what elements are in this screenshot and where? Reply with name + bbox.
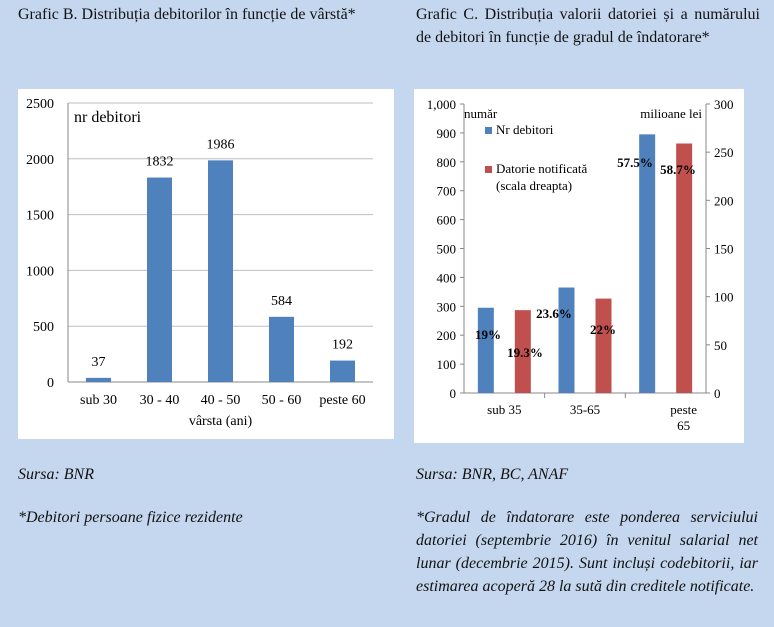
chart-b-caption: Grafic B. Distribuția debitorilor în fun… [18, 6, 356, 23]
chart-b-footnote: *Debitori persoane fizice rezidente [18, 509, 243, 526]
legend-swatch-datorie [485, 166, 492, 173]
percent-label-nr-debitori: 57.5% [617, 155, 653, 170]
chart-c-caption: Grafic C. Distribuția valorii datoriei ș… [416, 6, 760, 46]
chart-c-source: Sursa: BNR, BC, ANAF [416, 466, 569, 483]
y-tick-label-right: 0 [714, 386, 721, 401]
percent-label-nr-debitori: 23.6% [536, 306, 572, 321]
y-tick-label: 0 [47, 376, 54, 391]
left-axis-title: număr [464, 106, 498, 121]
bar [147, 177, 172, 382]
y-tick-label: 500 [33, 320, 54, 335]
x-tick-label: peste [670, 402, 697, 417]
y-tick-label: 1000 [26, 264, 54, 279]
y-tick-label-left: 1,000 [427, 97, 456, 112]
chart-c-footnote: *Gradul de îndatorare este ponderea serv… [416, 509, 758, 595]
y-tick-label-right: 100 [714, 290, 734, 305]
x-tick-label: 30 - 40 [140, 393, 180, 408]
legend-label-datorie: (scala dreapta) [496, 178, 572, 193]
chart-b-panel: 0 500 1000 1500 2000 2500 37 sub 30 1832 30 - 40 1… [18, 89, 394, 439]
y-tick-label-left: 400 [437, 270, 457, 285]
y-tick-label: 2500 [26, 97, 54, 112]
y-tick-label-left: 200 [437, 328, 457, 343]
y-tick-label-right: 50 [714, 338, 727, 353]
y-tick-label-left: 800 [437, 155, 457, 170]
series-label: nr debitori [74, 109, 142, 126]
data-label: 584 [271, 294, 292, 309]
percent-label-nr-debitori: 19% [475, 327, 501, 342]
data-label: 1986 [207, 137, 235, 152]
y-tick-label-right: 200 [714, 193, 734, 208]
chart-c-svg: 0 100 200 300 400 500 600 700 800 900 1,000 0 50 100 1… [427, 97, 734, 433]
bar-datorie [514, 310, 531, 393]
percent-label-datorie: 19.3% [507, 345, 543, 360]
x-tick-label: sub 35 [487, 402, 521, 417]
bar-datorie [595, 298, 612, 393]
percent-label-datorie: 22% [590, 322, 616, 337]
x-tick-label: 40 - 50 [201, 393, 241, 408]
bar [86, 377, 111, 382]
right-axis-title: milioane lei [640, 106, 702, 121]
bar [208, 160, 233, 382]
y-tick-label-left: 300 [437, 299, 457, 314]
x-tick-label: 50 - 60 [262, 393, 302, 408]
bar-datorie [676, 143, 693, 393]
y-tick-label-right: 300 [714, 97, 734, 112]
bar [330, 360, 355, 382]
chart-b-source: Sursa: BNR [18, 466, 94, 483]
x-tick-label: sub 30 [80, 393, 117, 408]
y-tick-label-left: 0 [450, 386, 457, 401]
bar-nr-debitori [639, 134, 656, 393]
y-tick-label: 1500 [26, 209, 54, 224]
data-label: 37 [92, 355, 106, 370]
chart-b-svg: 0 500 1000 1500 2000 2500 37 sub 30 1832 30 - 40 1… [26, 97, 373, 429]
data-label: 192 [332, 338, 353, 353]
y-tick-label: 2000 [26, 153, 54, 168]
legend-label-nr-debitori: Nr debitori [496, 122, 554, 137]
bar-nr-debitori [558, 287, 575, 393]
y-tick-label-right: 150 [714, 242, 734, 257]
y-tick-label-right: 250 [714, 145, 734, 160]
y-tick-label-left: 600 [437, 213, 457, 228]
x-tick-label: peste 60 [319, 393, 365, 408]
data-label: 1832 [146, 155, 174, 170]
y-tick-label-left: 900 [437, 126, 457, 141]
x-tick-label: 65 [677, 418, 690, 433]
percent-label-datorie: 58.7% [660, 162, 696, 177]
bar [269, 316, 294, 382]
y-tick-label-left: 700 [437, 184, 457, 199]
chart-c-panel: 0 100 200 300 400 500 600 700 800 900 1,000 0 50 100 1… [414, 89, 744, 443]
legend-swatch-nr-debitori [485, 127, 492, 134]
x-tick-label: 35-65 [570, 402, 600, 417]
y-tick-label-left: 100 [437, 357, 457, 372]
bar-nr-debitori [477, 307, 494, 393]
legend-label-datorie: Datorie notificată [496, 161, 588, 176]
y-tick-label-left: 500 [437, 242, 457, 257]
x-axis-title: vârsta (ani) [189, 414, 253, 429]
